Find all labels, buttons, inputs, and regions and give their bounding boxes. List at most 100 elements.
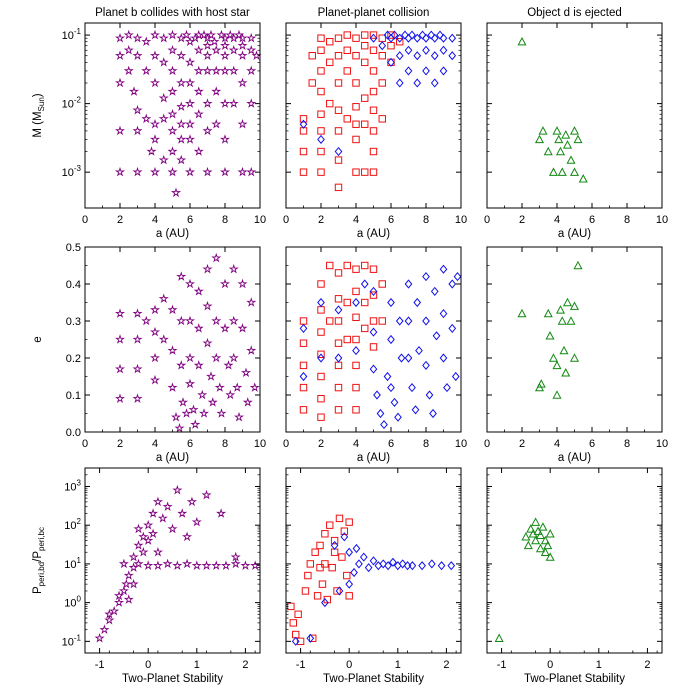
x-tick-label: 8: [423, 214, 429, 226]
data-point-square: [317, 328, 325, 336]
data-point-triangle: [578, 174, 588, 183]
data-point-star: [167, 65, 178, 76]
data-point-square: [294, 610, 302, 618]
data-point-square: [369, 265, 378, 273]
data-point-square: [321, 560, 329, 568]
data-point-star: [176, 134, 187, 144]
data-point-star: [149, 50, 161, 60]
data-point-diamond: [413, 33, 422, 43]
data-point-square: [334, 339, 343, 347]
data-point-star: [230, 551, 241, 562]
data-point-square: [369, 343, 378, 351]
data-point-square: [387, 58, 395, 67]
data-point-star: [132, 363, 143, 374]
data-point-star: [158, 57, 169, 67]
y-tick-label: 0.2: [66, 353, 81, 365]
data-point-diamond: [430, 286, 439, 296]
data-point-star: [184, 118, 196, 129]
data-point-diamond: [439, 66, 448, 76]
data-point-star: [121, 578, 132, 589]
data-point-diamond: [384, 561, 392, 571]
data-point-star: [228, 98, 239, 108]
x-tick-label: 2: [644, 659, 650, 671]
data-point-square: [352, 52, 360, 60]
data-point-star: [162, 501, 173, 511]
data-point-star: [167, 45, 178, 55]
data-point-star: [219, 40, 231, 50]
data-point-square: [292, 630, 300, 639]
data-point-star: [114, 597, 125, 607]
x-tick-label: 6: [589, 438, 595, 450]
data-point-diamond: [355, 559, 363, 569]
data-point-triangle: [573, 260, 583, 270]
data-point-square: [317, 306, 325, 314]
data-point-star: [184, 98, 196, 108]
data-point-star: [246, 345, 257, 355]
chart-panel-p10: 0 2 4 6 8 10 0.0 0.1 0.2 0.3 0.4 0.5 a (AU) e: [32, 242, 266, 464]
data-point-square: [334, 34, 343, 42]
data-point-star: [228, 315, 239, 326]
data-point-triangle: [536, 379, 546, 388]
data-point-square: [318, 580, 327, 588]
data-point-star: [202, 263, 213, 274]
data-point-diamond: [413, 297, 422, 308]
data-point-star: [172, 484, 183, 495]
data-point-square: [343, 261, 351, 270]
data-point-triangle: [557, 316, 567, 325]
data-point-star: [167, 523, 178, 534]
data-point-diamond: [422, 272, 430, 282]
data-point-diamond: [369, 364, 378, 374]
data-point-square: [343, 115, 351, 123]
data-point-triangle: [561, 368, 571, 377]
data-point-diamond: [299, 371, 308, 382]
data-point-triangle: [569, 126, 580, 135]
x-tick-label: -1: [497, 659, 507, 671]
data-point-square: [326, 261, 334, 270]
data-point-square: [352, 120, 360, 128]
data-point-diamond: [345, 547, 354, 557]
data-point-square: [330, 548, 339, 556]
data-point-diamond: [350, 567, 358, 578]
y-axis-label: e: [32, 336, 44, 342]
data-point-square: [334, 295, 343, 303]
data-point-diamond: [408, 561, 417, 571]
data-point-diamond: [439, 33, 448, 43]
data-point-star: [176, 101, 187, 112]
data-point-square: [369, 67, 378, 75]
data-point-star: [152, 496, 163, 507]
y-tick-label: 10-1: [62, 27, 82, 42]
data-point-diamond: [383, 371, 392, 382]
data-point-diamond: [387, 383, 395, 393]
data-point-star: [237, 166, 248, 177]
data-point-square: [317, 413, 325, 421]
data-point-star: [186, 496, 197, 507]
data-point-square: [317, 168, 325, 176]
data-point-star: [214, 382, 225, 392]
data-point-triangle: [566, 316, 576, 325]
panel-title: Planet-planet collision: [318, 7, 430, 19]
chart-panel-p02: 0 2 4 6 8 10 Object d is ejected a (AU): [484, 7, 668, 240]
data-point-triangle: [569, 301, 580, 310]
data-point-square: [326, 38, 334, 46]
data-point-star: [184, 166, 196, 177]
data-point-star: [202, 65, 213, 76]
data-point-star: [191, 516, 202, 527]
data-point-star: [205, 371, 217, 381]
data-point-diamond: [448, 279, 457, 289]
data-point-triangle: [569, 353, 580, 362]
data-point-star: [176, 32, 187, 43]
x-tick-label: 2: [318, 214, 324, 226]
data-point-star: [177, 508, 188, 518]
data-point-star: [181, 29, 192, 40]
data-point-diamond: [418, 30, 427, 40]
data-point-star: [149, 374, 161, 385]
x-tick-label: 6: [589, 214, 595, 226]
data-point-diamond: [387, 297, 395, 308]
data-point-star: [211, 118, 222, 129]
data-point-star: [158, 293, 169, 304]
x-axis-label: a (AU): [156, 452, 189, 464]
data-point-star: [250, 560, 261, 570]
data-point-star: [148, 508, 159, 518]
data-point-diamond: [387, 57, 395, 67]
x-axis-label: Two-Planet Stability: [323, 673, 424, 685]
